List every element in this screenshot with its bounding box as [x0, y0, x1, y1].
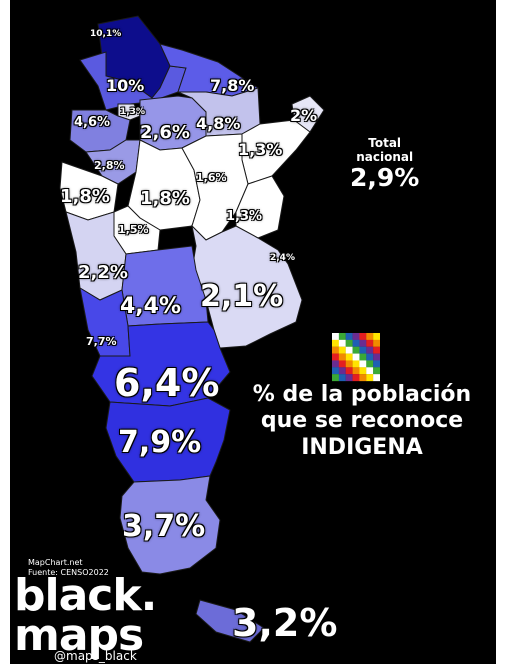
logo-line-2: maps: [14, 610, 144, 661]
credit-mapchart: MapChart.net: [28, 558, 83, 567]
national-total-label-2: nacional: [356, 150, 414, 164]
label-rio-negro: 6,4%: [114, 361, 220, 405]
flag-cell: [359, 360, 367, 368]
label-santiago-del-estero: 2,6%: [140, 122, 190, 143]
map-canvas: 10,1% 10% 7,8% 2% 4,6% 1,3% 2,6% 4,8% 1,…: [10, 0, 496, 664]
source-credit: MapChart.net Fuente: CENSO2022: [28, 558, 109, 578]
label-san-juan: 1,8%: [60, 186, 110, 207]
national-total-value: 2,9%: [350, 163, 420, 192]
national-total: Total nacional 2,9%: [350, 136, 419, 192]
flag-cell: [373, 367, 380, 375]
province-tucuman: [117, 103, 141, 121]
flag-cell: [345, 360, 353, 368]
label-chubut: 7,9%: [118, 425, 202, 460]
flag-cell: [366, 339, 374, 347]
label-mendoza: 2,2%: [78, 262, 128, 283]
flag-cell: [373, 374, 380, 382]
label-neuquen: 7,7%: [86, 335, 117, 348]
label-catamarca: 4,6%: [74, 115, 111, 130]
flag-cell: [366, 374, 374, 382]
flag-cell: [332, 367, 339, 375]
flag-cell: [338, 346, 346, 354]
flag-cell: [345, 374, 353, 382]
flag-cell: [359, 333, 367, 340]
flag-cell: [345, 367, 353, 375]
label-corrientes: 1,3%: [238, 140, 283, 159]
flag-cell: [338, 333, 346, 340]
title-line-3: INDIGENA: [301, 435, 423, 460]
national-total-label-1: Total: [368, 136, 402, 150]
flag-cell: [332, 353, 339, 361]
label-chaco: 4,8%: [196, 114, 241, 133]
title-line-2: que se reconoce: [260, 408, 464, 433]
flag-cell: [352, 360, 360, 368]
flag-cell: [338, 353, 346, 361]
flag-cell: [332, 360, 339, 368]
flag-cell: [373, 353, 380, 361]
label-la-pampa: 4,4%: [120, 294, 182, 319]
flag-cell: [366, 367, 374, 375]
flag-cell: [345, 353, 353, 361]
title-line-1: % de la población: [252, 382, 472, 407]
flag-cell: [332, 346, 339, 354]
brand-logo: black. maps: [14, 570, 157, 661]
label-jujuy: 10,1%: [90, 29, 122, 39]
flag-cell: [338, 339, 346, 347]
flag-cell: [359, 339, 367, 347]
label-caba: 2,4%: [270, 253, 295, 263]
flag-cell: [359, 374, 367, 382]
flag-cell: [373, 346, 380, 354]
flag-cell: [366, 346, 374, 354]
province-entre-rios: [235, 175, 285, 239]
label-cordoba: 1,8%: [140, 188, 190, 209]
label-san-luis: 1,5%: [118, 223, 149, 236]
label-salta: 10%: [106, 76, 145, 95]
flag-cell: [332, 374, 339, 382]
label-misiones: 2%: [290, 106, 318, 125]
flag-cell: [359, 346, 367, 354]
flag-cell: [366, 353, 374, 361]
flag-cell: [359, 367, 367, 375]
brand-handle: @maps_black: [54, 649, 137, 663]
label-entre-rios: 1,3%: [226, 209, 263, 224]
argentina-province-map: [59, 15, 325, 643]
credit-source: Fuente: CENSO2022: [28, 568, 109, 577]
flag-cell: [352, 346, 360, 354]
label-santa-fe: 1,6%: [196, 171, 227, 184]
label-buenos-aires: 2,1%: [200, 279, 284, 314]
label-la-rioja: 2,8%: [94, 159, 125, 172]
flag-cell: [345, 333, 353, 340]
flag-cell: [332, 333, 339, 340]
label-santa-cruz: 3,7%: [122, 509, 206, 544]
flag-cell: [352, 333, 360, 340]
flag-cell: [366, 360, 374, 368]
wiphala-flag-icon: [332, 333, 380, 382]
flag-cell: [345, 339, 353, 347]
flag-cell: [338, 367, 346, 375]
flag-cell: [352, 367, 360, 375]
label-tierra-del-fuego: 3,2%: [232, 601, 338, 645]
flag-cell: [373, 333, 380, 340]
flag-cell: [352, 353, 360, 361]
flag-cell: [366, 333, 374, 340]
flag-cell: [332, 339, 339, 347]
flag-cell: [345, 346, 353, 354]
flag-cell: [352, 339, 360, 347]
flag-cell: [359, 353, 367, 361]
flag-cell: [338, 374, 346, 382]
logo-line-1: black.: [14, 570, 157, 621]
flag-cell: [373, 339, 380, 347]
flag-cell: [338, 360, 346, 368]
label-formosa: 7,8%: [210, 76, 255, 95]
flag-cell: [352, 374, 360, 382]
flag-cell: [373, 360, 380, 368]
label-tucuman: 1,3%: [120, 107, 145, 117]
province-tierra-del-fuego: [195, 599, 265, 643]
province-chubut: [105, 397, 231, 483]
province-santa-cruz: [119, 475, 221, 575]
map-title: % de la población que se reconoce INDIGE…: [242, 382, 482, 462]
